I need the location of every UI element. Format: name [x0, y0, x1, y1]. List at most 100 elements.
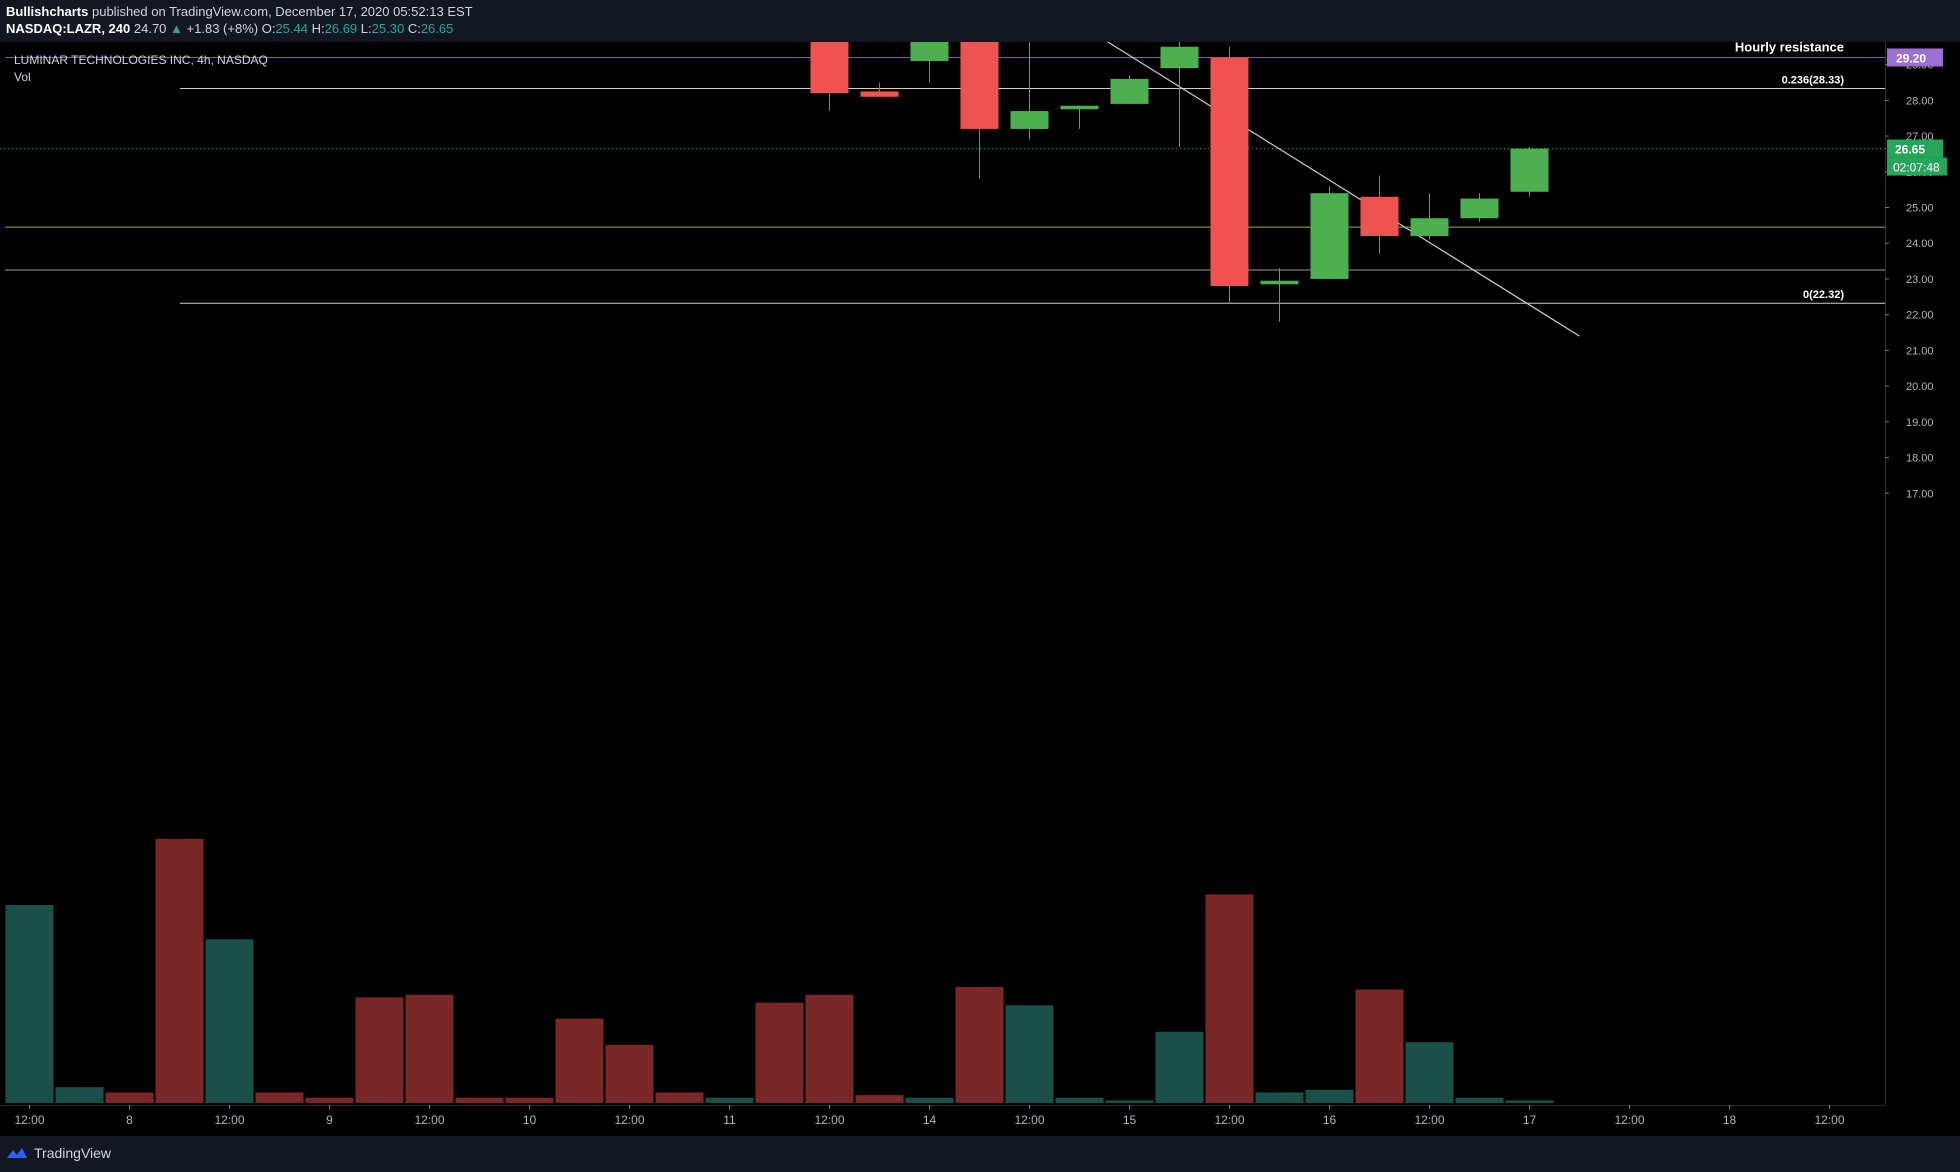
publish-info: Bullishcharts published on TradingView.c… [6, 4, 473, 19]
price-tick-label: 22.00 [1906, 310, 1934, 322]
low-label: L: [360, 21, 372, 36]
volume-bar [1305, 1089, 1354, 1103]
volume-bar [1255, 1092, 1304, 1103]
volume-bar [5, 905, 54, 1103]
price-tick-label: 20.00 [1906, 381, 1934, 393]
price-chart[interactable]: 0.786(42.35)0.65(38.88)0.618(38.07)0.5(3… [0, 42, 1960, 1136]
chart-title: LUMINAR TECHNOLOGIES INC, 4h, NASDAQ [14, 53, 268, 67]
volume-bar [905, 1097, 954, 1103]
volume-bar [955, 986, 1004, 1103]
price-axis-area[interactable] [1885, 42, 1960, 1136]
time-tick-label: 12:00 [1414, 1113, 1444, 1127]
author-name[interactable]: Bullishcharts [6, 4, 89, 19]
close-label: C: [407, 21, 421, 36]
resistance-price-value: 29.20 [1896, 51, 1926, 65]
candle-body [1210, 57, 1249, 287]
volume-bar [1005, 1005, 1054, 1103]
volume-bar [805, 994, 854, 1103]
price-tick-label: 25.00 [1906, 203, 1934, 215]
high-value: 26.69 [324, 21, 358, 36]
resistance-label: Hourly resistance [1735, 42, 1844, 54]
tradingview-logo-icon [7, 1148, 27, 1158]
volume-bar [1355, 989, 1404, 1103]
volume-bar [255, 1092, 304, 1103]
price-change: +1.83 (+8%) [186, 21, 259, 36]
last-price-tag [1887, 139, 1943, 158]
time-tick-label: 17 [1523, 1113, 1537, 1127]
candle-body [810, 42, 849, 94]
fib-level-label: 0(22.32) [1803, 289, 1844, 301]
volume-bar [205, 939, 254, 1103]
candle-body [1110, 78, 1149, 104]
resistance-price-tag [1887, 48, 1943, 67]
time-tick-label: 18 [1723, 1113, 1737, 1127]
plot-area[interactable] [0, 42, 1885, 1105]
time-tick-label: 12:00 [814, 1113, 844, 1127]
last-price: 24.70 [133, 21, 167, 36]
time-tick-label: 12:00 [14, 1113, 44, 1127]
candle-body [1410, 218, 1449, 237]
time-tick-label: 9 [326, 1113, 333, 1127]
time-tick-label: 12:00 [1814, 1113, 1844, 1127]
last-price-value: 26.65 [1895, 143, 1925, 157]
price-tick-label: 24.00 [1906, 238, 1934, 250]
candle-body [1260, 280, 1299, 285]
countdown-tag [1887, 157, 1947, 176]
volume-bar [555, 1018, 604, 1103]
volume-bar [855, 1095, 904, 1103]
chart-footer: TradingView [0, 1136, 1960, 1172]
volume-label: Vol [14, 70, 31, 84]
time-tick-label: 12:00 [1614, 1113, 1644, 1127]
price-tick-label: 17.00 [1906, 488, 1934, 500]
time-tick-label: 12:00 [1014, 1113, 1044, 1127]
time-tick-label: 12:00 [214, 1113, 244, 1127]
volume-bar [705, 1097, 754, 1103]
candle-body [1060, 105, 1099, 110]
volume-bar [1205, 894, 1254, 1103]
price-tick-label: 21.00 [1906, 345, 1934, 357]
symbol-info: NASDAQ:LAZR, 240 24.70 ▲ +1.83 (+8%) O:2… [6, 21, 453, 36]
candle-body [910, 42, 949, 62]
time-tick-label: 15 [1123, 1113, 1137, 1127]
low-value: 25.30 [371, 21, 405, 36]
price-tick-label: 18.00 [1906, 453, 1934, 465]
time-tick-label: 12:00 [1214, 1113, 1244, 1127]
price-tick-label: 28.00 [1906, 95, 1934, 107]
candle-body [1010, 111, 1049, 129]
price-tick-label: 23.00 [1906, 274, 1934, 286]
open-label: O: [261, 21, 276, 36]
volume-bar [405, 994, 454, 1103]
close-value: 26.65 [420, 21, 454, 36]
countdown-value: 02:07:48 [1893, 161, 1940, 175]
volume-bar [1055, 1097, 1104, 1103]
volume-bar [505, 1097, 554, 1103]
time-tick-label: 10 [523, 1113, 537, 1127]
time-tick-label: 8 [126, 1113, 133, 1127]
volume-bar [755, 1002, 804, 1103]
candle-body [1160, 46, 1199, 69]
brand-label: TradingView [34, 1145, 112, 1161]
volume-bar [1105, 1100, 1154, 1103]
high-label: H: [311, 21, 325, 36]
candle-body [1360, 196, 1399, 237]
volume-bar [1155, 1031, 1204, 1103]
tradingview-brand[interactable]: TradingView [6, 1145, 111, 1161]
volume-bar [155, 839, 204, 1103]
volume-bar [1505, 1100, 1554, 1103]
candle-body [860, 91, 899, 97]
volume-bar [1455, 1097, 1504, 1103]
chart-header: Bullishcharts published on TradingView.c… [0, 0, 1960, 42]
price-tick-label: 19.00 [1906, 417, 1934, 429]
candle-body [1310, 193, 1349, 279]
time-tick-label: 16 [1323, 1113, 1337, 1127]
candle-body [960, 42, 999, 129]
volume-bar [455, 1097, 504, 1103]
volume-bar [605, 1044, 654, 1103]
volume-bar [305, 1097, 354, 1103]
volume-bar [655, 1092, 704, 1103]
time-tick-label: 12:00 [614, 1113, 644, 1127]
open-value: 25.44 [275, 21, 308, 36]
volume-bar [355, 997, 404, 1103]
published-text: published on TradingView.com, December 1… [91, 4, 473, 19]
symbol-label[interactable]: NASDAQ:LAZR, 240 [6, 21, 131, 36]
